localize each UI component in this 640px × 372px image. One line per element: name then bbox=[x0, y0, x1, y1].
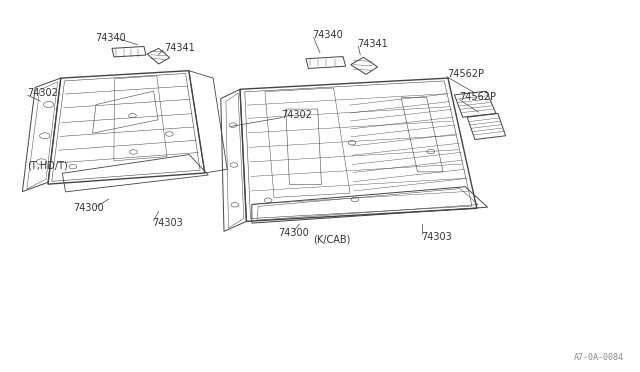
Text: 74341: 74341 bbox=[357, 39, 388, 49]
Text: 74300: 74300 bbox=[74, 203, 104, 213]
Text: (K/CAB): (K/CAB) bbox=[314, 235, 351, 245]
Text: 74303: 74303 bbox=[421, 232, 452, 242]
Text: 74303: 74303 bbox=[152, 218, 183, 228]
Text: 74562P: 74562P bbox=[460, 93, 497, 102]
Text: 74341: 74341 bbox=[164, 43, 195, 52]
Text: 74300: 74300 bbox=[278, 228, 308, 237]
Text: 74562P: 74562P bbox=[447, 70, 484, 79]
Text: 74340: 74340 bbox=[95, 33, 125, 43]
Text: A7-0A-0084: A7-0A-0084 bbox=[574, 353, 624, 362]
Text: 74302: 74302 bbox=[282, 110, 312, 120]
Text: (T,HD/T): (T,HD/T) bbox=[27, 161, 68, 170]
Text: 74340: 74340 bbox=[312, 31, 343, 40]
Text: 74302: 74302 bbox=[27, 88, 58, 98]
